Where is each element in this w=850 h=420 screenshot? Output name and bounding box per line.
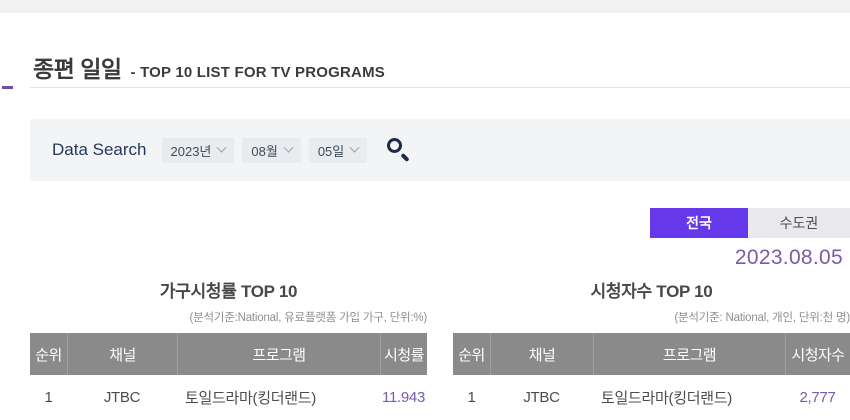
search-button[interactable]	[385, 136, 413, 164]
search-icon	[387, 138, 403, 153]
region-tabs: 전국 수도권	[650, 208, 850, 238]
chevron-down-icon	[349, 142, 360, 153]
table-subtitle: (분석기준:National, 유료플랫폼 가입 가구, 단위:%)	[189, 312, 427, 324]
tab-nationwide[interactable]: 전국	[650, 208, 748, 238]
cell-viewers: 2,777	[799, 389, 836, 406]
year-dropdown-value: 2023년	[170, 143, 212, 159]
month-dropdown-value: 08월	[251, 143, 278, 159]
col-header-program: 프로그램	[593, 333, 785, 375]
chevron-down-icon	[216, 142, 227, 153]
table-header-row: 순위 채널 프로그램 시청자수	[453, 333, 850, 375]
top-strip	[0, 0, 850, 13]
household-ratings-table: 가구시청률 TOP 10 (분석기준:National, 유료플랫폼 가입 가구…	[30, 282, 427, 420]
col-header-channel: 채널	[67, 333, 177, 375]
viewer-count-table: 시청자수 TOP 10 (분석기준: National, 개인, 단위:천 명)…	[453, 282, 850, 420]
accent-bar	[2, 86, 13, 89]
day-dropdown-value: 05일	[317, 143, 345, 159]
table-title: 가구시청률 TOP 10	[159, 282, 298, 301]
col-header-program: 프로그램	[177, 333, 380, 375]
day-dropdown[interactable]: 05일	[308, 137, 368, 163]
table-subtitle: (분석기준: National, 개인, 단위:천 명)	[674, 312, 850, 324]
cell-rating: 11.943	[382, 389, 425, 406]
col-header-rank: 순위	[458, 346, 485, 364]
page-header: 종편 일일 - TOP 10 LIST FOR TV PROGRAMS	[30, 50, 850, 88]
cell-channel: JTBC	[523, 389, 560, 406]
current-date: 2023.08.05	[734, 246, 843, 269]
search-icon-handle	[400, 152, 410, 163]
col-header-channel: 채널	[490, 333, 593, 375]
ranking-tables: 가구시청률 TOP 10 (분석기준:National, 유료플랫폼 가입 가구…	[30, 282, 850, 420]
page-subtitle: - TOP 10 LIST FOR TV PROGRAMS	[130, 64, 385, 81]
table-title: 시청자수 TOP 10	[590, 282, 713, 301]
col-header-rank: 순위	[35, 346, 62, 364]
cell-program: 토일드라마(킹더랜드)	[185, 390, 316, 407]
table-row: 1 JTBC 토일드라마(킹더랜드) 11.943	[30, 375, 427, 420]
cell-program: 토일드라마(킹더랜드)	[601, 390, 732, 407]
tab-metropolitan[interactable]: 수도권	[748, 208, 850, 238]
cell-rank: 1	[44, 389, 53, 406]
cell-rank: 1	[467, 389, 476, 406]
table-row: 1 JTBC 토일드라마(킹더랜드) 2,777	[453, 375, 850, 420]
month-dropdown[interactable]: 08월	[242, 137, 301, 163]
data-search-label: Data Search	[52, 140, 147, 159]
cell-channel: JTBC	[103, 389, 141, 406]
col-header-viewers: 시청자수	[785, 333, 850, 375]
table-header-row: 순위 채널 프로그램 시청률	[30, 333, 427, 375]
page-title: 종편 일일	[33, 56, 122, 82]
col-header-rating: 시청률	[380, 333, 427, 375]
year-dropdown[interactable]: 2023년	[161, 137, 235, 163]
chevron-down-icon	[283, 142, 294, 153]
data-search-bar: Data Search 2023년 08월 05일	[30, 119, 850, 181]
